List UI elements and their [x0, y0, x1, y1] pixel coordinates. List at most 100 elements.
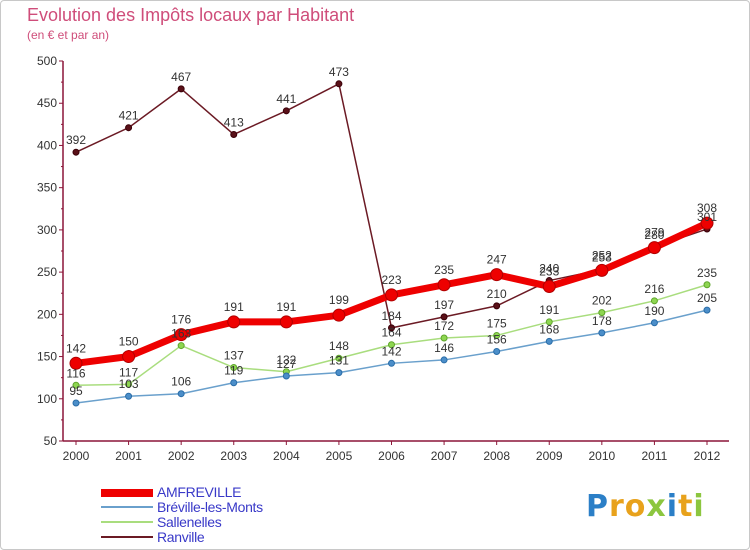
legend-swatch-ranville — [101, 536, 153, 538]
data-point-breville — [650, 319, 658, 327]
data-label-amfreville: 199 — [329, 293, 349, 307]
x-tick-label: 2003 — [220, 449, 247, 463]
data-label-sallenelles: 235 — [697, 266, 717, 280]
x-tick-label: 2009 — [536, 449, 563, 463]
data-label-ranville: 467 — [171, 70, 191, 84]
data-point-sallenelles — [177, 342, 185, 350]
data-point-sallenelles — [125, 380, 133, 388]
data-label-sallenelles: 191 — [539, 303, 559, 317]
data-label-breville: 106 — [171, 375, 191, 389]
data-point-amfreville — [647, 241, 661, 255]
y-tick-label: 300 — [37, 223, 57, 237]
data-label-breville: 168 — [539, 322, 559, 336]
data-point-breville — [703, 306, 711, 314]
data-label-ranville: 413 — [224, 115, 244, 129]
x-tick-label: 2004 — [273, 449, 300, 463]
data-label-breville: 95 — [69, 384, 83, 398]
legend-swatch-amfreville — [101, 489, 153, 497]
data-point-amfreville — [700, 216, 714, 230]
data-label-amfreville: 235 — [434, 263, 454, 277]
y-tick-label: 350 — [37, 181, 57, 195]
x-tick-label: 2000 — [63, 449, 90, 463]
data-label-breville: 131 — [329, 354, 349, 368]
data-label-breville: 178 — [592, 314, 612, 328]
data-label-sallenelles: 132 — [276, 353, 296, 367]
legend-item-breville: Bréville-les-Monts — [101, 499, 351, 515]
data-label-ranville: 280 — [644, 228, 664, 242]
data-label-breville: 146 — [434, 341, 454, 355]
data-label-breville: 103 — [119, 377, 139, 391]
data-label-amfreville: 279 — [644, 226, 664, 240]
data-point-breville — [388, 359, 395, 367]
legend-item-amfreville: AMFREVILLE — [101, 484, 351, 500]
data-point-amfreville — [174, 328, 188, 342]
data-label-breville: 190 — [644, 304, 664, 318]
data-point-breville — [493, 347, 501, 355]
legend-item-sallenelles: Sallenelles — [101, 514, 351, 530]
data-label-breville: 127 — [276, 357, 296, 371]
legend-label-sallenelles: Sallenelles — [157, 514, 222, 530]
legend-label-breville: Bréville-les-Monts — [157, 499, 263, 515]
x-tick-label: 2006 — [378, 449, 405, 463]
data-label-sallenelles: 137 — [224, 349, 244, 363]
data-point-amfreville — [279, 315, 293, 329]
y-tick-label: 150 — [37, 350, 57, 364]
data-point-ranville — [282, 107, 290, 115]
data-point-breville — [230, 379, 238, 387]
data-point-sallenelles — [493, 331, 501, 339]
data-point-amfreville — [542, 279, 556, 293]
x-tick-label: 2001 — [115, 449, 142, 463]
data-label-amfreville: 233 — [539, 264, 559, 278]
data-point-sallenelles — [650, 297, 658, 305]
data-point-amfreville — [595, 263, 609, 277]
data-label-sallenelles: 172 — [434, 319, 454, 333]
data-point-amfreville — [122, 350, 136, 364]
data-point-ranville — [125, 124, 133, 132]
data-label-amfreville: 223 — [381, 273, 401, 287]
data-point-ranville — [388, 324, 395, 332]
y-tick-label: 200 — [37, 307, 57, 321]
legend-swatch-sallenelles — [101, 521, 153, 523]
data-label-sallenelles: 117 — [119, 365, 138, 379]
data-label-ranville: 473 — [329, 65, 349, 79]
data-point-ranville — [335, 80, 343, 88]
data-point-amfreville — [437, 278, 451, 292]
data-label-breville: 205 — [697, 291, 717, 305]
data-point-breville — [335, 369, 343, 377]
data-label-amfreville: 308 — [697, 201, 717, 215]
x-tick-label: 2005 — [326, 449, 353, 463]
data-point-breville — [177, 390, 185, 398]
data-label-ranville: 392 — [66, 133, 86, 147]
data-label-ranville: 441 — [276, 92, 296, 106]
data-label-sallenelles: 202 — [592, 294, 612, 308]
proxiti-logo: Proxiti — [586, 489, 705, 524]
data-label-ranville: 240 — [539, 262, 559, 276]
data-point-amfreville — [332, 308, 346, 322]
data-label-ranville: 210 — [487, 287, 507, 301]
data-label-ranville: 197 — [434, 298, 454, 312]
data-label-amfreville: 191 — [224, 300, 244, 314]
y-tick-label: 250 — [37, 265, 57, 279]
data-label-ranville: 421 — [119, 109, 139, 123]
x-tick-label: 2010 — [588, 449, 615, 463]
data-label-sallenelles: 163 — [171, 327, 191, 341]
data-point-ranville — [493, 302, 501, 310]
data-point-amfreville — [490, 268, 504, 282]
x-tick-label: 2007 — [431, 449, 458, 463]
data-label-amfreville: 191 — [276, 300, 296, 314]
data-label-sallenelles: 175 — [487, 316, 507, 330]
data-point-sallenelles — [335, 354, 343, 362]
data-label-sallenelles: 116 — [66, 366, 85, 380]
data-point-ranville — [72, 148, 80, 156]
y-tick-label: 450 — [37, 96, 57, 110]
x-tick-label: 2008 — [483, 449, 510, 463]
legend-label-amfreville: AMFREVILLE — [157, 484, 242, 500]
data-label-breville: 142 — [381, 344, 401, 358]
data-point-amfreville — [385, 288, 398, 302]
data-label-ranville: 184 — [381, 309, 401, 323]
data-point-breville — [545, 337, 553, 345]
data-point-sallenelles — [388, 341, 395, 349]
data-point-amfreville — [69, 356, 83, 370]
data-point-ranville — [177, 85, 185, 93]
